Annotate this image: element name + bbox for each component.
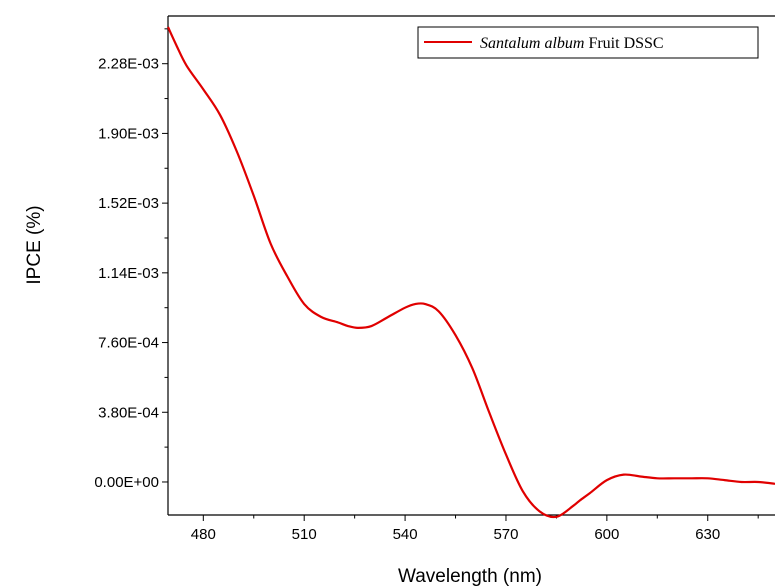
x-tick-label: 510 [292, 526, 317, 543]
y-tick-label: 1.14E-03 [98, 265, 159, 282]
x-tick-label: 630 [695, 526, 720, 543]
x-tick-label: 540 [393, 526, 418, 543]
y-tick-label: 0.00E+00 [94, 474, 159, 491]
x-axis-title: Wavelength (nm) [398, 566, 542, 587]
legend-label-rest: Fruit DSSC [584, 35, 663, 52]
x-tick-label: 480 [191, 526, 216, 543]
legend-box [417, 26, 759, 59]
legend-label: Santalum album Fruit DSSC [480, 35, 664, 52]
y-axis-title: IPCE (%) [24, 205, 45, 284]
x-tick-label: 600 [594, 526, 619, 543]
axes [167, 15, 775, 516]
legend: Santalum album Fruit DSSC [417, 26, 759, 59]
y-tick-label: 1.90E-03 [98, 125, 159, 142]
y-tick-label: 3.80E-04 [98, 404, 159, 421]
y-tick-label: 1.52E-03 [98, 195, 159, 212]
legend-label-italic: Santalum album [480, 35, 584, 52]
x-tick-label: 570 [493, 526, 518, 543]
series [167, 26, 775, 519]
series-line [167, 26, 775, 519]
y-tick-label: 2.28E-03 [98, 56, 159, 73]
ticks: 480 510 540 570 600 630 0.00E+00 3.80E-04 7.60E-… [94, 28, 759, 543]
y-tick-label: 7.60E-04 [98, 335, 159, 352]
